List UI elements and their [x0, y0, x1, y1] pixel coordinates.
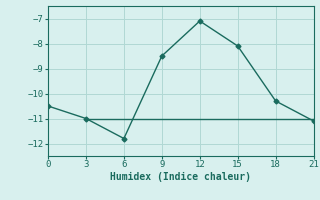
X-axis label: Humidex (Indice chaleur): Humidex (Indice chaleur) [110, 172, 251, 182]
